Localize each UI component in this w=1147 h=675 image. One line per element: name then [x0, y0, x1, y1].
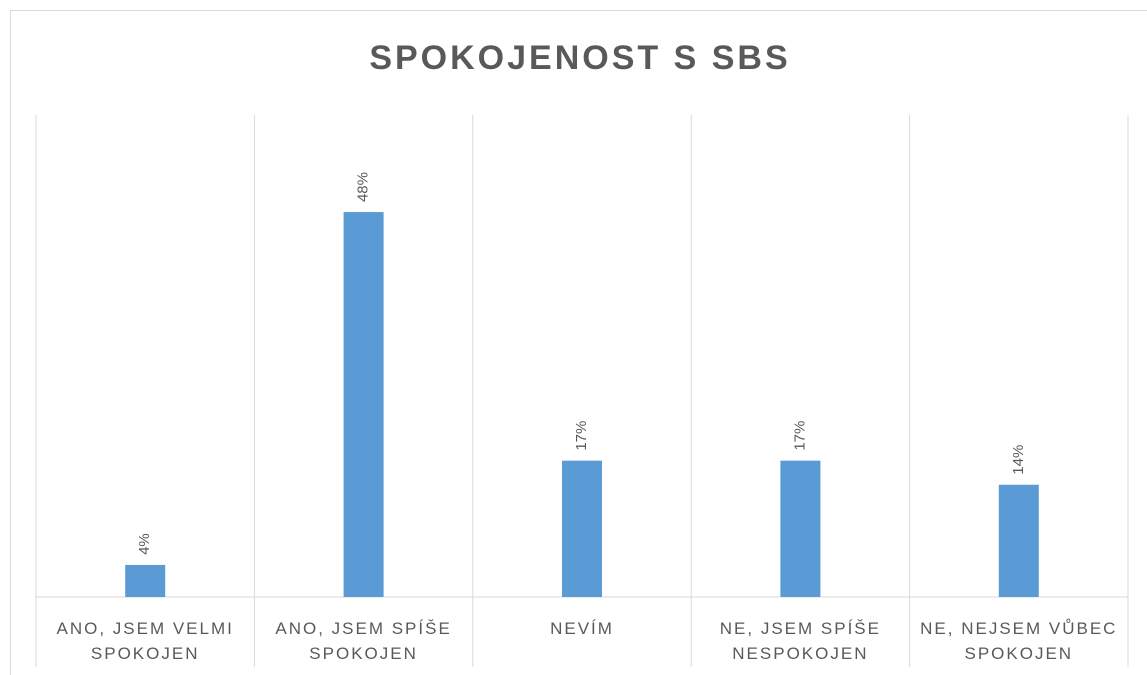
- x-tick-label: NEVÍM: [550, 619, 614, 638]
- x-tick-label: ANO, JSEM SPÍŠE SPOKOJEN: [275, 619, 452, 663]
- chart-title: SPOKOJENOST S SBS: [369, 39, 790, 77]
- data-label: 17%: [573, 421, 590, 451]
- data-label: 4%: [136, 533, 153, 555]
- data-label: 17%: [791, 421, 808, 451]
- bar: [562, 460, 602, 597]
- bar: [125, 564, 166, 597]
- data-label: 14%: [1010, 445, 1027, 475]
- bar: [998, 484, 1039, 597]
- bar: [780, 460, 821, 597]
- chart-border: [10, 10, 1147, 675]
- bar: [343, 212, 384, 598]
- x-tick-label: NE, JSEM SPÍŠE NESPOKOJEN: [719, 619, 881, 663]
- x-tick-label: ANO, JSEM VELMI SPOKOJEN: [56, 619, 234, 663]
- x-tick-label: NE, NEJSEM VŮBEC SPOKOJEN: [920, 619, 1118, 663]
- data-label: 48%: [355, 172, 372, 202]
